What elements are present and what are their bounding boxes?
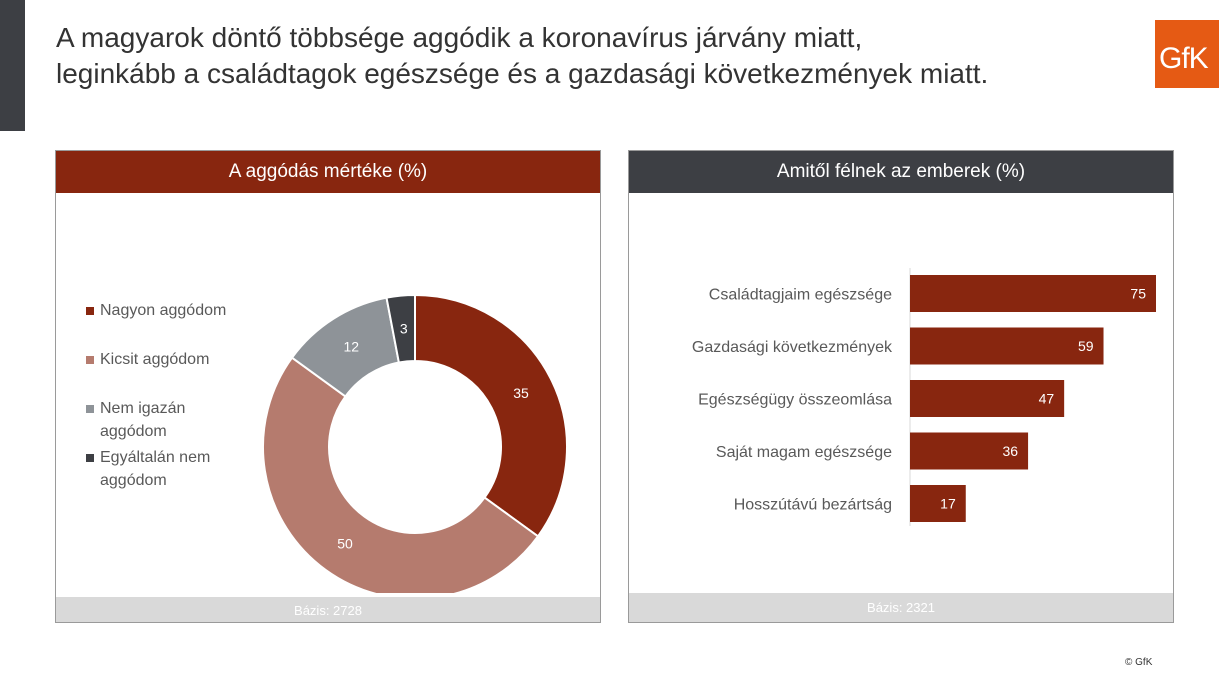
legend-item-egyaltalan: Egyáltalán nem aggódom (86, 446, 256, 492)
donut-value-label: 12 (343, 339, 359, 355)
legend-item-nem-igazan: Nem igazán aggódom (86, 397, 256, 443)
fears-header: Amitől félnek az emberek (%) (629, 151, 1173, 193)
bar-category-label: Saját magam egészsége (716, 444, 892, 461)
legend-label: Kicsit aggódom (100, 351, 210, 368)
legend-label: Nem igazán aggódom (100, 400, 186, 440)
bar-category-label: Családtagjaim egészsége (709, 287, 892, 304)
legend-label: Egyáltalán nem aggódom (100, 449, 211, 489)
fears-panel: Amitől félnek az emberek (%) Családtagja… (628, 150, 1174, 623)
bar (910, 485, 966, 522)
donut-slice-nagyon (414, 293, 568, 538)
legend-label: Nagyon aggódom (100, 302, 227, 319)
donut-value-label: 3 (400, 321, 408, 337)
donut-slice-egyaltalan (385, 293, 416, 364)
bar (910, 432, 1029, 470)
bar-value-label: 47 (1039, 391, 1055, 407)
bar-value-label: 17 (940, 496, 956, 512)
copyright-note: © GfK (1125, 657, 1153, 668)
bar-category-label: Egészségügy összeomlása (698, 392, 892, 409)
bar (910, 327, 1104, 365)
accent-bar (0, 0, 25, 131)
bar (910, 275, 1156, 312)
legend-item-nagyon: Nagyon aggódom (86, 299, 256, 322)
fears-bar-chart: Családtagjaim egészsége 75 Gazdasági követ… (692, 268, 1156, 526)
title-line-2: leginkább a családtagok egészsége és a g… (56, 58, 989, 89)
donut-legend: Nagyon aggódom Kicsit aggódom Nem igazán… (86, 299, 256, 495)
bar-category-label: Gazdasági következmények (692, 339, 893, 356)
logo-text: GfK (1159, 42, 1209, 75)
legend-swatch (86, 405, 94, 413)
bar-category-label: Hosszútávú bezártság (734, 497, 892, 514)
worry-level-footer: Bázis: 2728 (56, 597, 600, 622)
title-line-1: A magyarok döntő többsége aggódik a koro… (56, 22, 863, 53)
worry-level-header: A aggódás mértéke (%) (56, 151, 600, 193)
bar (910, 380, 1065, 417)
donut-value-label: 50 (337, 535, 353, 551)
donut-chart: 35 50 12 3 (262, 293, 568, 593)
legend-swatch (86, 356, 94, 364)
legend-swatch (86, 307, 94, 315)
page-title: A magyarok döntő többsége aggódik a koro… (56, 20, 1136, 92)
bar-value-label: 36 (1003, 443, 1019, 459)
legend-swatch (86, 454, 94, 462)
worry-level-panel: A aggódás mértéke (%) Nagyon aggódom Kic… (55, 150, 601, 623)
gfk-logo: GfK (1155, 20, 1219, 88)
bar-value-label: 75 (1130, 286, 1146, 302)
fears-footer: Bázis: 2321 (629, 593, 1173, 622)
bar-value-label: 59 (1078, 338, 1094, 354)
donut-value-label: 35 (513, 385, 529, 401)
donut-slice-kicsit (262, 356, 540, 593)
legend-item-kicsit: Kicsit aggódom (86, 348, 256, 371)
